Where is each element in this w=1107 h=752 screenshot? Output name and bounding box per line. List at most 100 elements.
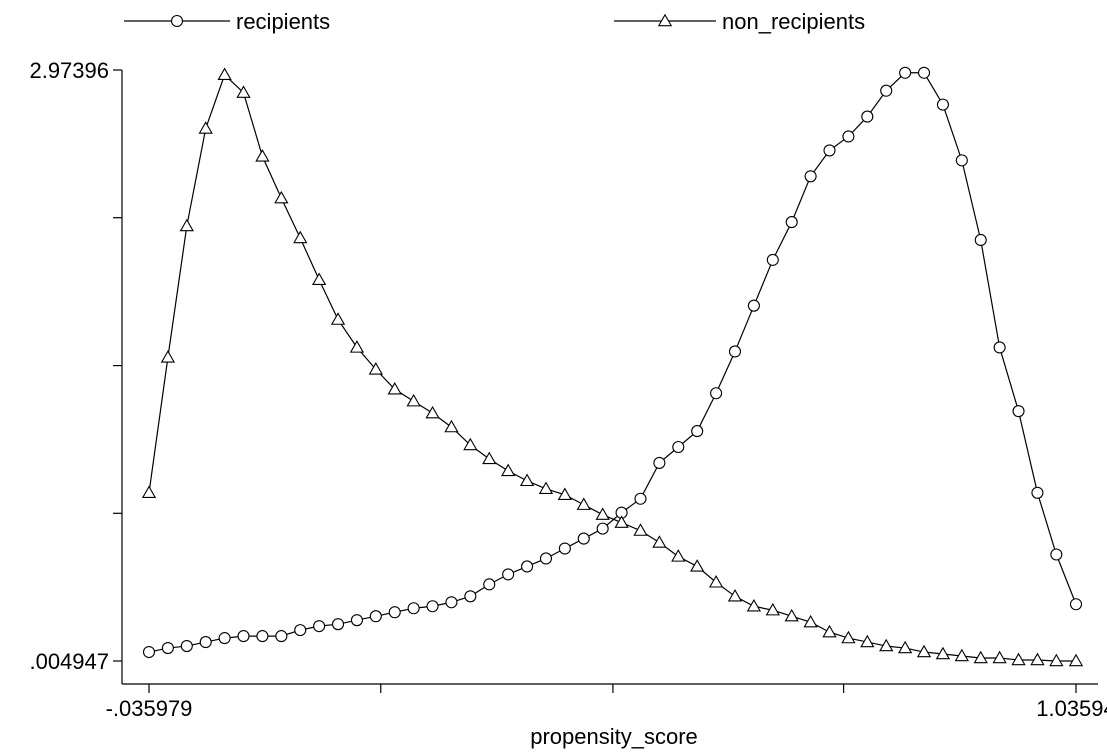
data-point-circle [596,522,609,535]
data-point-circle [785,216,798,229]
data-point-triangle [727,588,743,602]
data-point-circle [766,253,779,266]
data-point-circle [577,532,590,545]
data-point-triangle [501,463,516,477]
data-point-triangle [349,340,365,353]
data-point-circle [445,596,458,609]
data-point-circle [350,614,363,627]
data-point-circle [294,624,307,637]
data-point-triangle [746,598,762,612]
data-point-triangle [160,350,176,363]
data-point-triangle [198,121,213,134]
data-point-circle [199,636,212,649]
data-point-circle [407,602,420,615]
data-point-triangle [690,559,705,572]
data-point-circle [955,154,968,167]
data-point-triangle [973,650,988,664]
data-point-circle [331,618,345,631]
data-point-triangle [387,381,402,395]
data-point-triangle [657,13,673,27]
data-point-circle [691,425,704,438]
data-point-circle [388,606,401,619]
data-point-triangle [255,149,270,162]
data-point-triangle [141,485,157,498]
data-point-triangle [784,608,799,622]
data-point-circle [1050,548,1063,561]
data-point-circle [275,630,288,643]
data-point-triangle [614,515,629,528]
data-point-circle [1069,598,1083,611]
data-point-circle [880,84,893,97]
data-point-triangle [425,405,440,419]
data-point-triangle [765,602,780,616]
data-point-circle [464,590,477,603]
legend-item-recipients: recipients [124,9,330,34]
data-point-circle [483,578,496,591]
data-point-circle [747,299,760,312]
data-point-triangle [576,497,591,510]
data-point-circle [218,632,231,645]
data-point-triangle [179,218,194,232]
data-point-triangle [803,614,818,628]
data-point-triangle [311,272,327,285]
data-point-triangle [406,393,421,407]
data-point-triangle [595,507,610,520]
data-point-circle [936,98,949,111]
data-point-circle [539,552,553,565]
legend: recipients non_recipients [124,9,865,34]
data-point-triangle [822,624,837,638]
data-point-triangle [519,473,535,487]
data-point-circle [558,542,571,555]
data-point-triangle [633,523,648,536]
x-tick-label: 1.03594 [1036,696,1107,721]
data-point-circle [917,66,931,79]
data-point-triangle [293,230,308,244]
data-point-circle [634,492,647,505]
data-point-circle [804,170,817,183]
data-point-triangle [992,650,1007,664]
data-point-triangle [935,646,951,660]
data-point-circle [1012,405,1025,418]
series-layer [141,66,1084,667]
data-point-triangle [482,451,497,465]
series-recipients [142,66,1083,659]
data-point-circle [672,440,685,454]
series-non_recipients [141,67,1084,667]
data-point-triangle [444,419,459,433]
data-point-triangle [708,575,724,588]
data-point-triangle [368,362,383,375]
data-point-triangle [236,85,251,98]
data-point-circle [180,640,193,653]
legend-label: recipients [236,9,330,34]
data-point-triangle [1011,652,1026,666]
y-tick-label: 2.97396 [29,58,109,83]
data-point-triangle [879,638,894,652]
data-point-circle [521,560,534,573]
data-point-circle [899,66,912,79]
data-point-circle [1031,486,1044,499]
series-line-non_recipients [148,73,1077,662]
legend-label: non_recipients [722,9,865,34]
x-tick-label: -.035979 [106,696,193,721]
data-point-triangle [671,549,686,562]
data-point-triangle [538,481,554,495]
data-point-triangle [1068,653,1084,667]
data-point-circle [823,144,836,157]
data-point-circle [974,233,987,247]
data-point-triangle [330,312,346,325]
data-point-circle [653,456,666,469]
data-point-triangle [1049,653,1064,667]
data-point-circle [142,645,156,659]
data-point-circle [502,568,515,581]
axes: .004947 2.97396 -.035979 1.03594 [29,58,1107,721]
legend-item-non_recipients: non_recipients [614,9,865,34]
y-tick-label: .004947 [29,649,109,674]
data-point-circle [728,345,742,358]
data-point-triangle [860,634,875,648]
data-point-circle [369,610,382,623]
data-point-triangle [463,437,478,451]
data-point-circle [313,620,326,633]
data-point-circle [426,600,439,613]
